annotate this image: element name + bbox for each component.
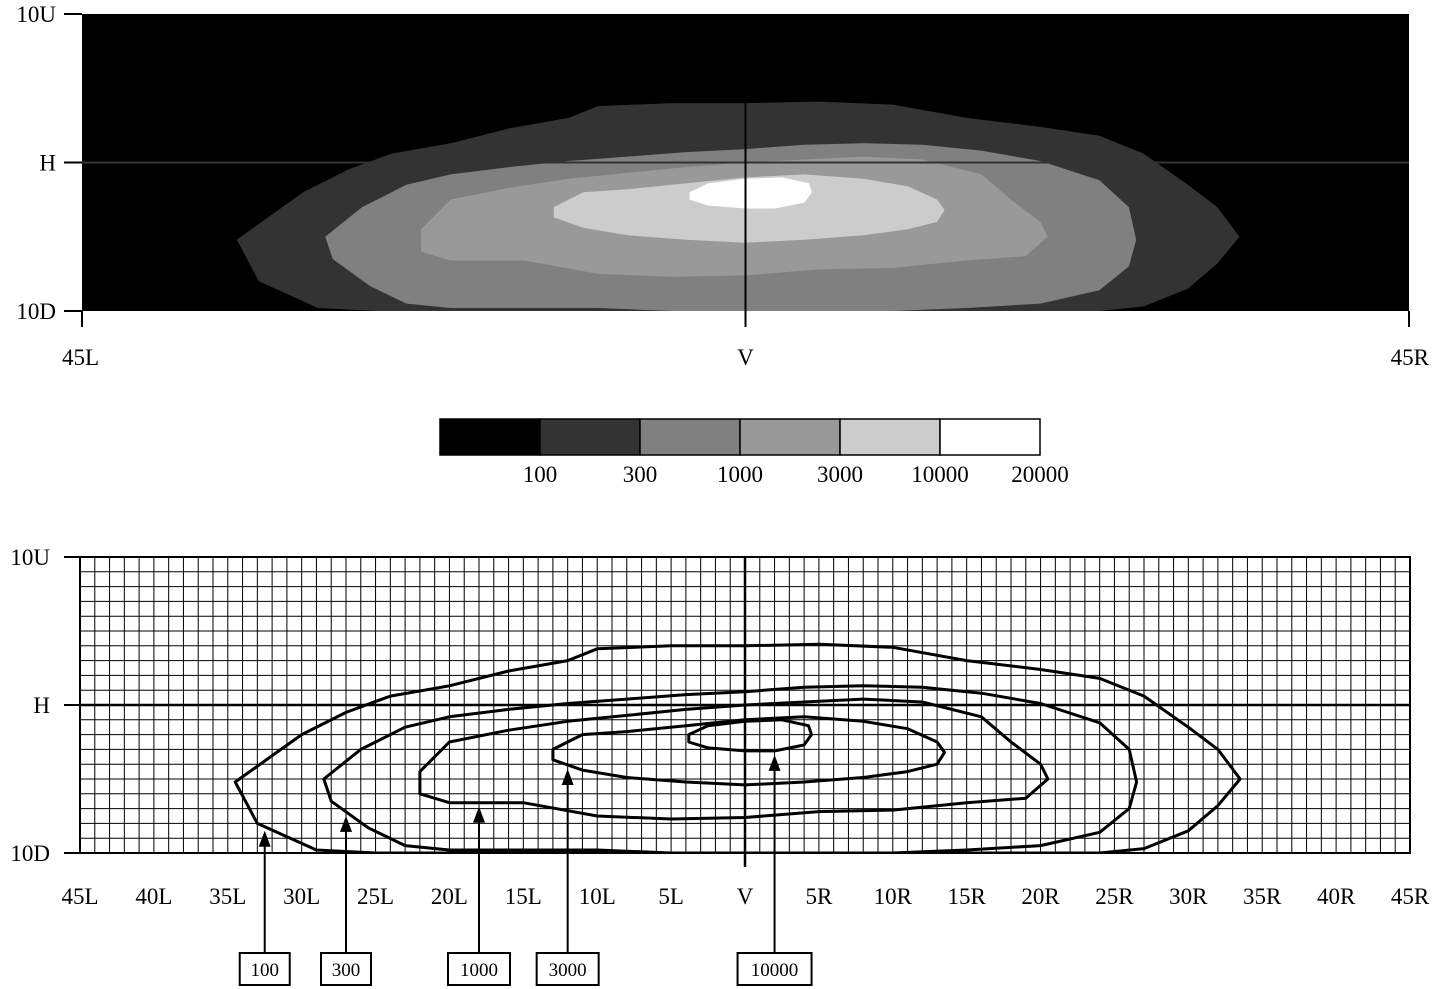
label-arrow-head [473, 806, 485, 823]
y-tick-label: 10U [16, 2, 56, 27]
legend-swatch [739, 418, 841, 456]
contour-line-10000 [687, 718, 813, 753]
label-arrow-head [340, 815, 352, 832]
x-tick-label: 25L [357, 884, 394, 909]
legend-threshold-label: 10000 [911, 462, 969, 487]
contour-label-box [535, 952, 600, 986]
x-tick-label: 5L [658, 884, 684, 909]
legend-swatch [639, 418, 741, 456]
legend-threshold-label: 100 [523, 462, 558, 487]
x-tick-label: 10R [874, 884, 913, 909]
x-tick-label: 45R [1391, 345, 1430, 370]
legend-swatch [839, 418, 941, 456]
legend-swatch [539, 418, 641, 456]
contour-label-box [447, 952, 511, 986]
x-tick-label: 20L [431, 884, 468, 909]
x-tick-label: 45L [61, 884, 98, 909]
contour-line-100 [233, 642, 1242, 853]
contour-label-300: 300 [332, 960, 361, 981]
x-tick-label: 15L [505, 884, 542, 909]
y-tick-label: H [33, 693, 50, 718]
x-tick-label: 30L [283, 884, 320, 909]
color-scale-legend: 100 300 1000 3000 10000 20000 [439, 418, 1069, 487]
x-tick-label: 30R [1169, 884, 1208, 909]
legend-threshold-label: 300 [623, 462, 658, 487]
legend-swatch [939, 418, 1041, 456]
x-tick-label: 35L [209, 884, 246, 909]
heatmap-level-3000 [553, 174, 945, 243]
x-tick-label: 45L [62, 345, 99, 370]
x-tick-label: 20R [1021, 884, 1060, 909]
contour-line-3000 [551, 715, 946, 787]
heatmap-level-10000 [689, 177, 812, 209]
y-tick-label: H [39, 151, 56, 176]
x-tick-label: 5R [805, 884, 833, 909]
contour-label-10000: 10000 [751, 960, 799, 981]
contour-label-box [736, 952, 813, 986]
y-tick-label: 10D [16, 299, 56, 324]
x-tick-label: V [737, 884, 754, 909]
label-arrow-head [561, 768, 574, 785]
legend-threshold-label: 1000 [717, 462, 763, 487]
contour-line-300 [322, 684, 1139, 853]
x-tick-label: 25R [1095, 884, 1134, 909]
label-arrow-head [258, 830, 271, 847]
x-tick-label: 40R [1317, 884, 1356, 909]
label-arrow-head [768, 754, 781, 771]
legend-threshold-label: 20000 [1011, 462, 1069, 487]
legend-swatch [439, 418, 541, 456]
contour-label-1000: 1000 [460, 960, 498, 981]
x-tick-label: 15R [947, 884, 986, 909]
isocandela-contour-plot: 10U H 10D 45L 40L 35L 30L 25L 20L 15L 10L 5L V 5R 10R 1… [10, 545, 1430, 986]
contour-label-3000: 3000 [549, 960, 587, 981]
x-tick-label: V [737, 345, 754, 370]
legend-threshold-label: 3000 [817, 462, 863, 487]
x-tick-label: 35R [1243, 884, 1282, 909]
contour-label-box [238, 952, 291, 986]
y-tick-label: 10U [10, 545, 50, 570]
contour-line-1000 [418, 697, 1050, 821]
x-tick-label: 40L [135, 884, 172, 909]
contour-label-box [320, 952, 372, 986]
x-tick-label: 45R [1391, 884, 1430, 909]
contour-label-100: 100 [250, 960, 279, 981]
x-tick-label: 10L [579, 884, 616, 909]
y-tick-label: 10D [10, 841, 50, 866]
